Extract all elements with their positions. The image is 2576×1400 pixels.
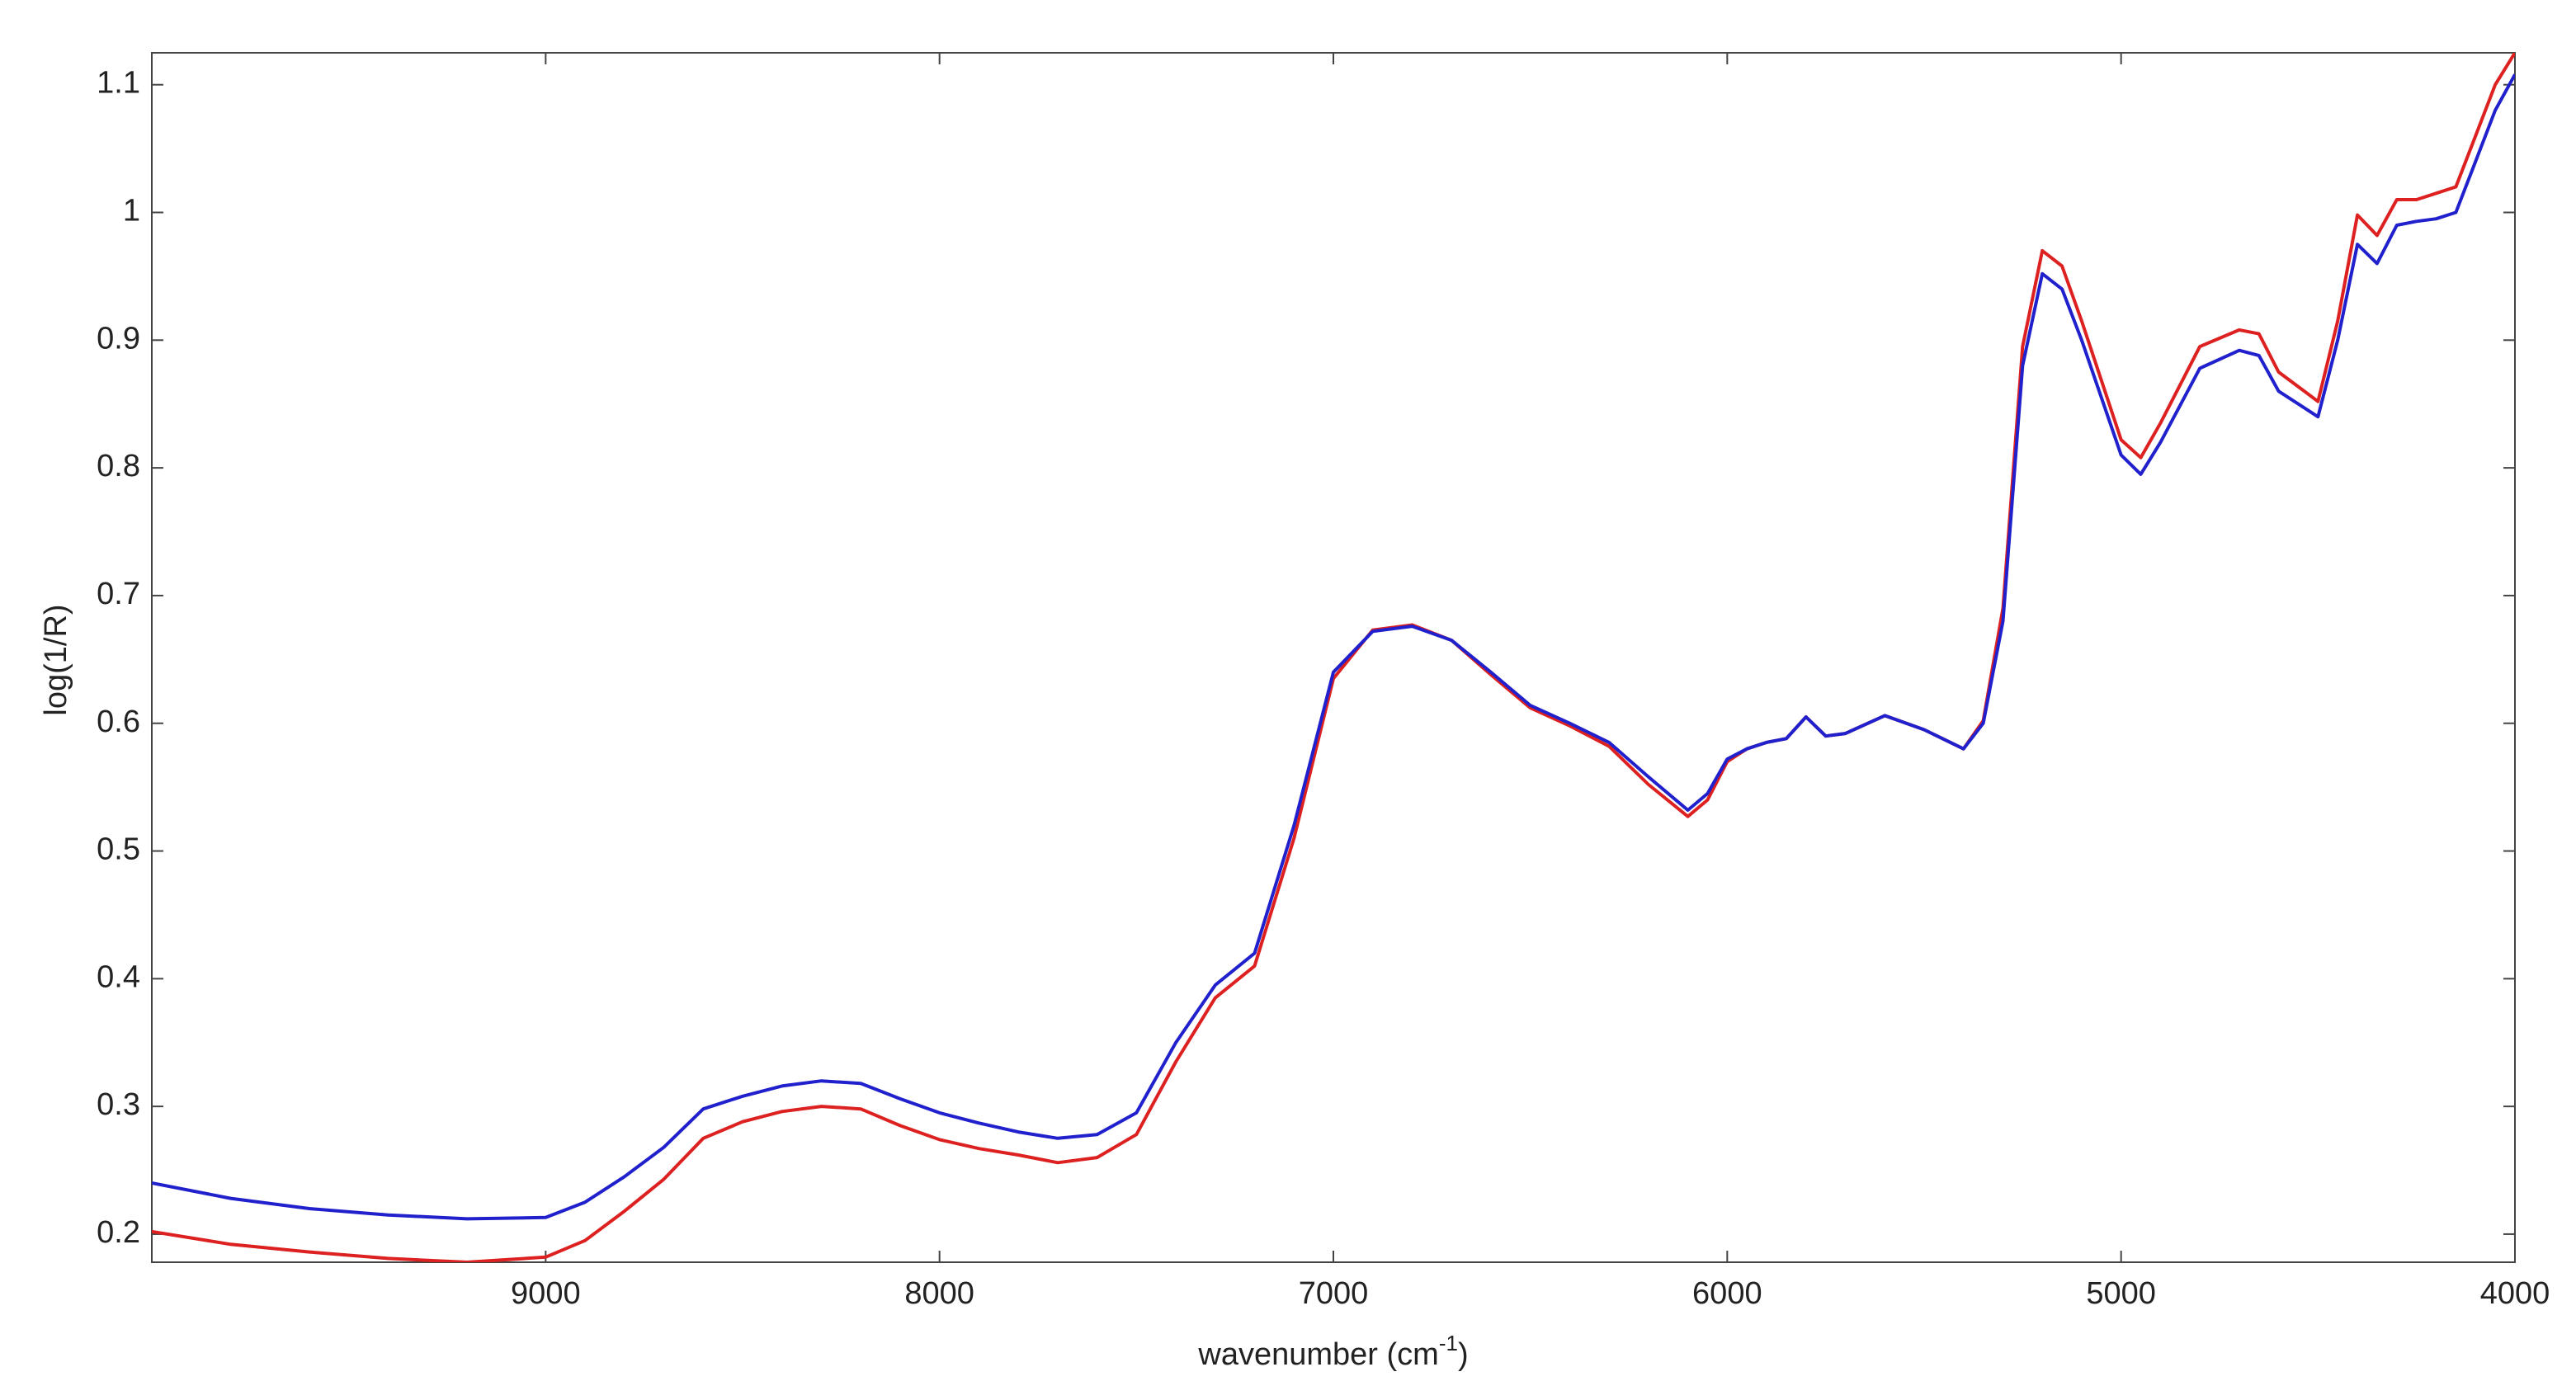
y-tick-label: 0.7 xyxy=(97,577,140,611)
x-tick-label: 8000 xyxy=(904,1276,974,1311)
y-tick-label: 0.9 xyxy=(97,321,140,356)
data-line xyxy=(152,53,2515,1262)
y-tick-label: 0.3 xyxy=(97,1087,140,1122)
x-tick-label: 6000 xyxy=(1692,1276,1762,1311)
y-axis-label: log(1/R) xyxy=(39,604,73,715)
data-line xyxy=(152,73,2515,1221)
x-tick-label: 5000 xyxy=(2086,1276,2156,1311)
x-tick-label: 9000 xyxy=(511,1276,581,1311)
plot-frame xyxy=(151,52,2516,1263)
y-tick-label: 0.5 xyxy=(97,832,140,867)
y-tick-label: 1 xyxy=(123,194,140,229)
y-tick-label: 0.4 xyxy=(97,959,140,994)
y-tick-label: 0.8 xyxy=(97,449,140,483)
x-tick-label: 4000 xyxy=(2480,1276,2550,1311)
y-tick-label: 0.6 xyxy=(97,705,140,739)
x-axis-label-text: wavenumber (cm xyxy=(1197,1337,1438,1372)
x-axis-label-tail: ) xyxy=(1458,1337,1469,1372)
y-tick-label: 1.1 xyxy=(97,66,140,101)
x-tick-label: 7000 xyxy=(1299,1276,1369,1311)
y-tick-label: 0.2 xyxy=(97,1215,140,1250)
x-axis-label-sup: -1 xyxy=(1439,1331,1458,1355)
x-axis-label: wavenumber (cm-1) xyxy=(1197,1331,1468,1372)
